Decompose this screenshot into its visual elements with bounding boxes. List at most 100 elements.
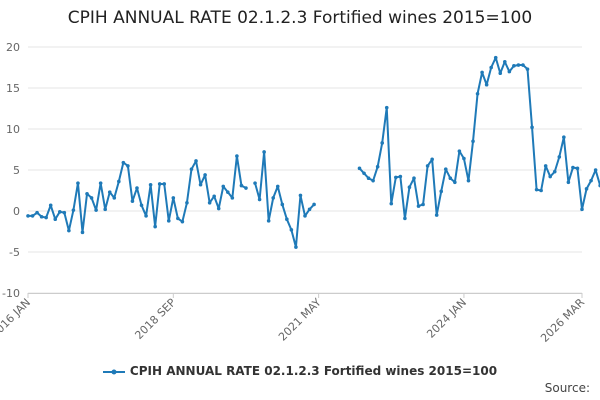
data-point bbox=[67, 228, 71, 233]
data-point bbox=[76, 181, 80, 185]
data-point bbox=[366, 176, 371, 180]
data-point bbox=[39, 214, 44, 219]
data-point bbox=[148, 182, 153, 187]
x-tick-label: 2026 MAR bbox=[538, 296, 587, 345]
data-point bbox=[85, 191, 89, 196]
series-line bbox=[28, 56, 600, 249]
data-point bbox=[185, 201, 189, 205]
x-axis-ticks: 2016 JAN 2018 SEP 2021 MAY 2024 JAN 2026 MAR bbox=[0, 293, 587, 345]
data-point bbox=[289, 228, 294, 232]
source-label: Source: bbox=[544, 381, 590, 395]
data-point bbox=[139, 203, 144, 208]
data-point bbox=[534, 187, 539, 192]
y-tick-label: -10 bbox=[2, 287, 20, 300]
data-point bbox=[253, 181, 257, 185]
data-point bbox=[462, 156, 466, 161]
data-point bbox=[171, 196, 176, 200]
data-point bbox=[285, 217, 289, 221]
data-point bbox=[121, 160, 126, 165]
data-point bbox=[235, 154, 239, 158]
legend-label: CPIH ANNUAL RATE 02.1.2.3 Fortified wine… bbox=[129, 364, 498, 378]
data-point bbox=[571, 165, 575, 170]
data-point bbox=[280, 202, 285, 207]
data-point bbox=[216, 206, 221, 211]
data-point bbox=[516, 63, 521, 67]
data-point bbox=[62, 210, 67, 215]
data-point bbox=[157, 182, 162, 186]
data-point bbox=[312, 202, 316, 207]
data-point bbox=[466, 178, 471, 183]
x-tick-label: 2024 JAN bbox=[424, 296, 469, 341]
y-tick-label: 20 bbox=[6, 41, 20, 54]
series-layer bbox=[26, 55, 600, 249]
legend-swatch-icon bbox=[102, 369, 125, 374]
data-point bbox=[221, 184, 226, 189]
data-point bbox=[298, 193, 303, 198]
data-point bbox=[362, 171, 366, 176]
data-point bbox=[275, 184, 280, 189]
y-tick-label: 5 bbox=[13, 164, 20, 177]
data-point bbox=[271, 196, 276, 200]
data-point bbox=[103, 207, 107, 212]
data-point bbox=[471, 139, 475, 144]
data-point bbox=[230, 196, 235, 200]
data-point bbox=[107, 190, 112, 194]
y-tick-label: 15 bbox=[6, 82, 20, 95]
data-point bbox=[503, 59, 507, 64]
data-point bbox=[26, 214, 30, 218]
data-point bbox=[212, 194, 216, 199]
data-point bbox=[135, 186, 139, 190]
data-point bbox=[389, 201, 394, 206]
data-point bbox=[35, 210, 39, 215]
data-point bbox=[166, 219, 171, 223]
data-point bbox=[130, 199, 135, 203]
data-point bbox=[412, 176, 416, 180]
data-point bbox=[425, 164, 430, 168]
data-point bbox=[226, 190, 230, 194]
data-point bbox=[530, 125, 534, 130]
data-point bbox=[394, 175, 398, 180]
data-point bbox=[398, 174, 403, 179]
data-point bbox=[53, 217, 58, 221]
y-axis-ticks: 20 15 10 5 0 -5 -10 bbox=[2, 41, 20, 300]
data-point bbox=[48, 203, 53, 208]
data-point bbox=[244, 186, 248, 190]
data-point bbox=[266, 219, 271, 223]
data-point bbox=[430, 157, 434, 162]
data-point bbox=[257, 197, 262, 202]
data-point bbox=[30, 214, 35, 218]
y-tick-label: 0 bbox=[13, 205, 20, 218]
data-point bbox=[448, 176, 453, 180]
data-point bbox=[525, 67, 530, 71]
data-point bbox=[575, 166, 580, 171]
data-point bbox=[521, 63, 525, 67]
gridlines bbox=[28, 46, 582, 294]
data-point bbox=[403, 216, 407, 221]
data-point bbox=[475, 91, 480, 96]
data-point bbox=[80, 230, 85, 235]
data-point bbox=[203, 173, 207, 177]
data-point bbox=[552, 169, 557, 174]
data-point bbox=[198, 182, 203, 187]
data-point bbox=[144, 214, 148, 218]
data-point bbox=[439, 189, 444, 194]
data-point bbox=[543, 164, 548, 168]
data-point bbox=[307, 207, 312, 212]
data-point bbox=[589, 178, 593, 183]
data-point bbox=[489, 65, 493, 70]
data-point bbox=[380, 141, 385, 145]
legend[interactable]: CPIH ANNUAL RATE 02.1.2.3 Fortified wine… bbox=[0, 364, 600, 378]
data-point bbox=[457, 149, 462, 153]
data-point bbox=[375, 164, 380, 169]
data-point bbox=[507, 69, 512, 74]
data-point bbox=[498, 71, 503, 76]
data-point bbox=[371, 178, 375, 183]
data-point bbox=[94, 208, 98, 212]
data-point bbox=[562, 135, 566, 139]
data-point bbox=[566, 180, 571, 185]
data-point bbox=[294, 245, 298, 249]
data-point bbox=[126, 164, 130, 168]
data-point bbox=[357, 166, 362, 171]
data-point bbox=[421, 202, 425, 207]
